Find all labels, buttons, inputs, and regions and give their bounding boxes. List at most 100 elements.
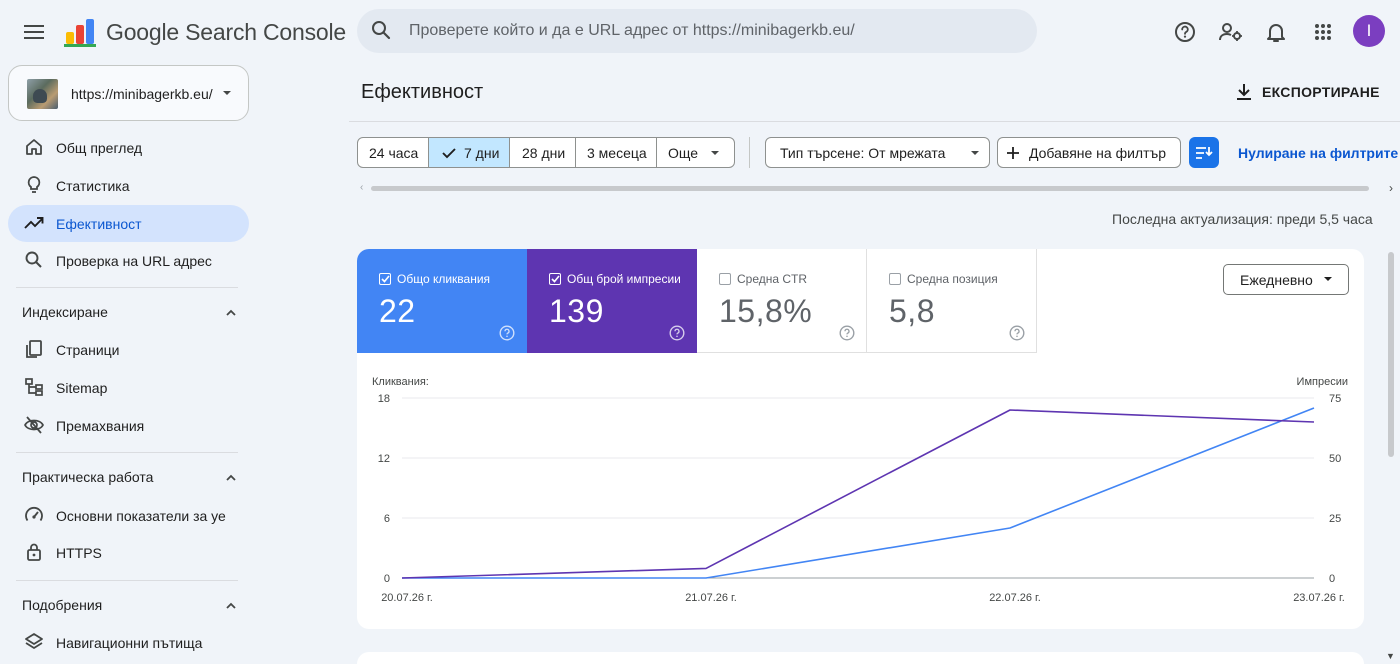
- caret-down-icon: [222, 86, 232, 100]
- checkbox-checked-icon[interactable]: [379, 273, 391, 285]
- sidebar-item-core-web-vitals[interactable]: Основни показатели за уеб: [8, 497, 249, 534]
- section-indexing[interactable]: Индексиране: [22, 304, 242, 328]
- x-tick-label: 21.07.26 г.: [685, 592, 737, 604]
- metric-value: 5,8: [889, 293, 935, 329]
- apps-grid-icon[interactable]: [1303, 12, 1343, 52]
- page-title: Ефективност: [361, 81, 484, 103]
- y-right-tick-label: 25: [1329, 513, 1341, 525]
- download-icon: [1237, 84, 1251, 100]
- layers-icon: [24, 632, 44, 652]
- x-tick-label: 23.07.26 г.: [1293, 592, 1345, 604]
- sidebar-divider: [16, 580, 238, 581]
- metric-value: 139: [549, 293, 604, 329]
- menu-icon[interactable]: [14, 12, 54, 52]
- top-bar: Google Search Console I: [0, 0, 1400, 64]
- chevron-up-icon: [224, 471, 238, 485]
- date-range-28d[interactable]: 28 дни: [510, 138, 576, 167]
- sitemap-icon: [24, 377, 44, 397]
- caret-down-icon: [1324, 277, 1332, 281]
- sidebar-item-breadcrumbs[interactable]: Навигационни пътища: [8, 624, 249, 661]
- scroll-down-icon[interactable]: ▼: [1386, 651, 1395, 661]
- section-experience[interactable]: Практическа работа: [22, 469, 242, 493]
- url-inspection-search[interactable]: [357, 9, 1037, 53]
- chevron-up-icon: [224, 599, 238, 613]
- checkbox-checked-icon[interactable]: [549, 273, 561, 285]
- metric-label: Общ брой импресии: [567, 272, 681, 286]
- account-avatar[interactable]: I: [1353, 15, 1385, 47]
- metric-card-clicks[interactable]: Общо кликвания 22: [357, 249, 527, 353]
- metric-card-position[interactable]: Средна позиция 5,8: [867, 249, 1037, 353]
- sidebar-item-removals[interactable]: Премахвания: [8, 407, 249, 444]
- speed-icon: [24, 505, 44, 525]
- sidebar-item-sitemap[interactable]: Sitemap: [8, 369, 249, 406]
- reset-filters-link[interactable]: Нулиране на филтрите: [1238, 145, 1399, 161]
- help-icon[interactable]: [499, 325, 515, 341]
- metric-value: 15,8%: [719, 293, 813, 329]
- performance-chart: 0 6 12 18 0 25 50 75 Кликвания: Импресии 20.07.26 …: [372, 376, 1348, 604]
- help-icon[interactable]: [839, 325, 855, 341]
- sidebar-item-https[interactable]: HTTPS: [8, 534, 249, 571]
- eye-off-icon: [24, 415, 44, 435]
- filter-settings-button[interactable]: [1189, 137, 1219, 168]
- y-left-tick-label: 6: [384, 513, 390, 525]
- horizontal-scrollbar[interactable]: [371, 186, 1369, 191]
- last-updated: Последна актуализация: преди 5,5 часа: [1112, 211, 1373, 227]
- series-line-clicks: [402, 407, 1315, 579]
- sidebar-item-performance[interactable]: Ефективност: [8, 205, 249, 242]
- caret-down-icon: [711, 150, 720, 155]
- add-filter-button[interactable]: Добавяне на филтър: [997, 137, 1181, 168]
- y-left-axis-label: Кликвания:: [372, 376, 429, 388]
- date-range-7d[interactable]: 7 дни: [429, 138, 510, 167]
- metric-card-impressions[interactable]: Общ брой импресии 139: [527, 249, 697, 353]
- y-left-tick-label: 0: [384, 573, 390, 585]
- search-console-logo-icon: [64, 16, 96, 48]
- vertical-scrollbar[interactable]: [1388, 252, 1394, 457]
- property-thumbnail: [27, 79, 58, 109]
- granularity-dropdown[interactable]: Ежедневно: [1223, 264, 1349, 295]
- header-divider: [349, 121, 1400, 122]
- property-selector[interactable]: https://minibagerkb.eu/: [8, 65, 249, 121]
- pages-icon: [24, 339, 44, 359]
- plus-icon: [1007, 146, 1019, 159]
- y-left-tick-label: 12: [378, 453, 390, 465]
- series-line-impressions: [401, 409, 1315, 579]
- y-right-tick-label: 0: [1329, 573, 1335, 585]
- help-icon[interactable]: [1165, 12, 1205, 52]
- metric-label: Общо кликвания: [397, 272, 491, 286]
- sidebar-item-url-inspection[interactable]: Проверка на URL адрес: [8, 242, 249, 279]
- property-url: https://minibagerkb.eu/: [71, 86, 213, 102]
- export-button[interactable]: ЕКСПОРТИРАНЕ: [1228, 76, 1388, 108]
- filter-list-icon: [1196, 146, 1213, 159]
- sidebar-item-overview[interactable]: Общ преглед: [8, 129, 249, 166]
- help-icon[interactable]: [1009, 325, 1025, 341]
- product-name[interactable]: Google Search Console: [106, 19, 347, 45]
- y-right-tick-label: 50: [1329, 453, 1341, 465]
- scroll-right-icon[interactable]: ›: [1389, 181, 1393, 195]
- metric-value: 22: [379, 293, 416, 329]
- checkbox-unchecked-icon[interactable]: [719, 273, 731, 285]
- sidebar-item-pages[interactable]: Страници: [8, 331, 249, 368]
- section-enhancements[interactable]: Подобрения: [22, 597, 242, 621]
- sidebar-item-insights[interactable]: Статистика: [8, 167, 249, 204]
- help-icon[interactable]: [669, 325, 685, 341]
- manage-users-icon[interactable]: [1211, 12, 1251, 52]
- performance-card: Общо кликвания 22 Общ брой импресии 139 …: [357, 249, 1364, 629]
- next-card: [357, 652, 1364, 664]
- date-range-24h[interactable]: 24 часа: [358, 138, 429, 167]
- date-range-more[interactable]: Още: [657, 138, 734, 167]
- bell-icon[interactable]: [1256, 12, 1296, 52]
- checkbox-unchecked-icon[interactable]: [889, 273, 901, 285]
- caret-down-icon: [971, 151, 979, 155]
- chevron-up-icon: [224, 306, 238, 320]
- y-right-tick-label: 75: [1329, 393, 1341, 405]
- x-tick-label: 22.07.26 г.: [989, 592, 1041, 604]
- filter-separator: [749, 137, 750, 168]
- metric-card-ctr[interactable]: Средна CTR 15,8%: [697, 249, 867, 353]
- scroll-left-icon[interactable]: ‹: [360, 182, 364, 193]
- search-input[interactable]: [409, 9, 1019, 53]
- search-icon: [371, 20, 391, 40]
- x-tick-label: 20.07.26 г.: [381, 592, 433, 604]
- date-range-3m[interactable]: 3 месеца: [576, 138, 657, 167]
- home-icon: [24, 137, 44, 157]
- search-type-filter[interactable]: Тип търсене: От мрежата: [765, 137, 990, 168]
